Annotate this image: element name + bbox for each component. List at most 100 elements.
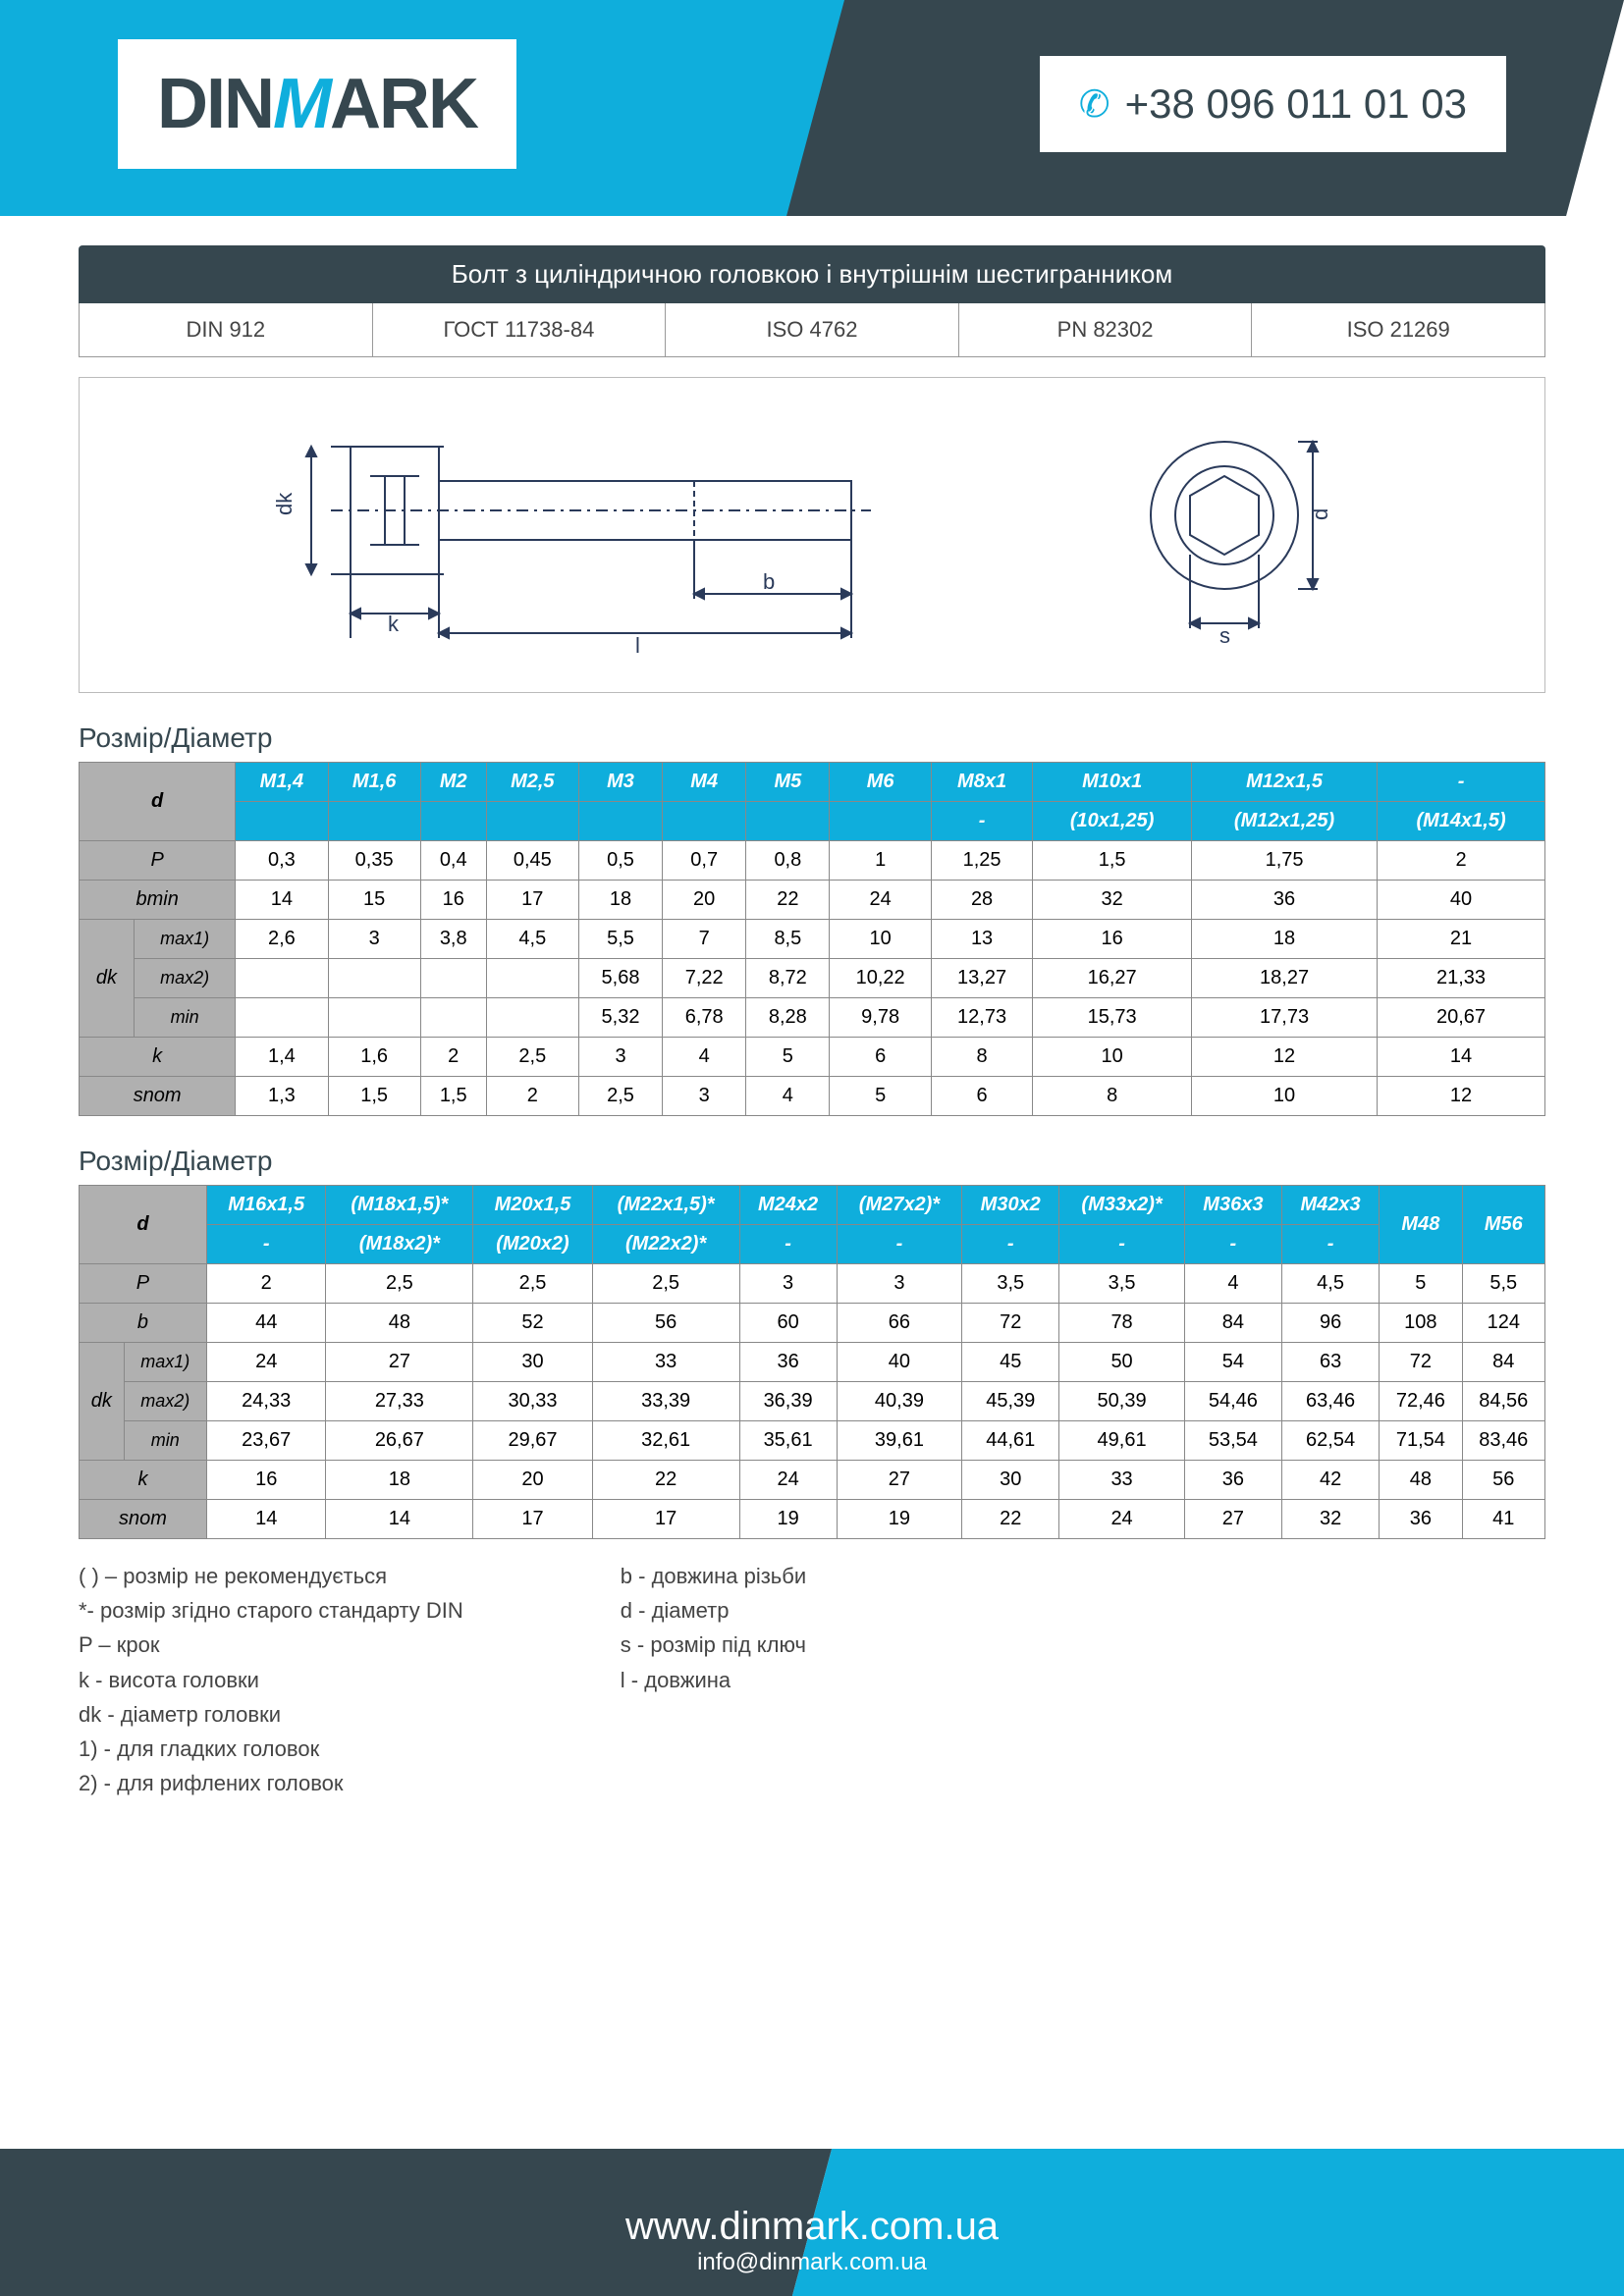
data-cell: 5,5 <box>578 920 662 959</box>
data-cell: 1 <box>830 841 931 881</box>
legend-line: k - висота головки <box>79 1663 463 1697</box>
data-cell: 66 <box>837 1304 961 1343</box>
data-cell: 19 <box>739 1500 837 1539</box>
data-cell: 8 <box>931 1038 1032 1077</box>
data-cell: 42 <box>1281 1461 1379 1500</box>
size-header: M10x1 <box>1033 763 1192 802</box>
data-cell: 52 <box>473 1304 593 1343</box>
data-cell <box>420 998 486 1038</box>
data-cell: 53,54 <box>1184 1421 1281 1461</box>
data-cell: 26,67 <box>326 1421 473 1461</box>
data-cell: 9,78 <box>830 998 931 1038</box>
data-cell: 7,22 <box>663 959 746 998</box>
header-inner: DINMARK ✆ +38 096 011 01 03 <box>0 0 1624 208</box>
size-header-alt: - <box>1281 1225 1379 1264</box>
data-cell: 18 <box>1192 920 1378 959</box>
size-header-alt <box>420 802 486 841</box>
standards-row: DIN 912 ГОСТ 11738-84 ISO 4762 PN 82302 … <box>79 303 1545 357</box>
data-cell: 2,5 <box>592 1264 739 1304</box>
data-cell: 2,5 <box>486 1038 578 1077</box>
size-header-alt <box>663 802 746 841</box>
legend-line: d - діаметр <box>621 1593 806 1628</box>
size-header: M1,6 <box>328 763 420 802</box>
col-d: d <box>80 1186 207 1264</box>
data-cell: 5,68 <box>578 959 662 998</box>
phone-icon: ✆ <box>1079 82 1110 127</box>
data-cell: 45,39 <box>962 1382 1059 1421</box>
data-cell: 1,75 <box>1192 841 1378 881</box>
data-cell: 2 <box>1378 841 1545 881</box>
label-k: k <box>388 612 400 636</box>
data-cell: 5,5 <box>1462 1264 1544 1304</box>
data-cell: 39,61 <box>837 1421 961 1461</box>
data-cell: 2,5 <box>326 1264 473 1304</box>
data-cell: 20,67 <box>1378 998 1545 1038</box>
data-cell: 14 <box>206 1500 326 1539</box>
data-cell: 54 <box>1184 1343 1281 1382</box>
size-header: M2 <box>420 763 486 802</box>
size-header: M12x1,5 <box>1192 763 1378 802</box>
data-cell: 13,27 <box>931 959 1032 998</box>
data-cell: 36 <box>1192 881 1378 920</box>
data-cell: 78 <box>1059 1304 1184 1343</box>
legend-right: b - довжина різьбиd - діаметрs - розмір … <box>621 1559 806 1800</box>
size-header-alt: (M20x2) <box>473 1225 593 1264</box>
footer-email: info@dinmark.com.ua <box>625 2249 999 2276</box>
data-cell: 30 <box>962 1461 1059 1500</box>
label-s: s <box>1219 623 1230 648</box>
data-cell: 48 <box>1380 1461 1462 1500</box>
data-cell: 3,5 <box>962 1264 1059 1304</box>
data-cell: 1,5 <box>1033 841 1192 881</box>
size-header: (M27x2)* <box>837 1186 961 1225</box>
data-cell: 29,67 <box>473 1421 593 1461</box>
legend-line: *- розмір згідно старого стандарту DIN <box>79 1593 463 1628</box>
data-cell: 71,54 <box>1380 1421 1462 1461</box>
size-header-alt <box>578 802 662 841</box>
data-cell: 19 <box>837 1500 961 1539</box>
footer-url: www.dinmark.com.ua <box>625 2205 999 2249</box>
size-header: M3 <box>578 763 662 802</box>
data-cell <box>236 998 328 1038</box>
data-cell: 10 <box>830 920 931 959</box>
data-cell: 108 <box>1380 1304 1462 1343</box>
data-cell: 12 <box>1378 1077 1545 1116</box>
data-cell: 44 <box>206 1304 326 1343</box>
data-cell: 1,6 <box>328 1038 420 1077</box>
data-cell: 2 <box>486 1077 578 1116</box>
data-cell: 36 <box>1184 1461 1281 1500</box>
legend-line: s - розмір під ключ <box>621 1628 806 1662</box>
logo-plate: DINMARK <box>118 39 516 169</box>
data-cell: 84 <box>1184 1304 1281 1343</box>
size-header-alt <box>236 802 328 841</box>
data-cell: 2,6 <box>236 920 328 959</box>
data-cell: 17,73 <box>1192 998 1378 1038</box>
data-cell: 4 <box>1184 1264 1281 1304</box>
data-cell: 18 <box>326 1461 473 1500</box>
row-label: dk <box>80 1343 125 1461</box>
data-cell: 1,25 <box>931 841 1032 881</box>
data-cell: 10 <box>1192 1077 1378 1116</box>
data-cell: 8 <box>1033 1077 1192 1116</box>
data-cell: 33 <box>592 1343 739 1382</box>
data-cell: 22 <box>962 1500 1059 1539</box>
data-cell: 50 <box>1059 1343 1184 1382</box>
data-cell: 27 <box>326 1343 473 1382</box>
data-cell: 3 <box>578 1038 662 1077</box>
data-cell: 62,54 <box>1281 1421 1379 1461</box>
size-header-alt <box>486 802 578 841</box>
size-header: (M22x1,5)* <box>592 1186 739 1225</box>
size-header-alt: (M14x1,5) <box>1378 802 1545 841</box>
size-header-alt: (M22x2)* <box>592 1225 739 1264</box>
data-cell: 50,39 <box>1059 1382 1184 1421</box>
data-cell: 63,46 <box>1281 1382 1379 1421</box>
size-header-alt: - <box>962 1225 1059 1264</box>
data-cell: 16 <box>420 881 486 920</box>
footer-text: www.dinmark.com.ua info@dinmark.com.ua <box>625 2205 999 2276</box>
data-cell: 124 <box>1462 1304 1544 1343</box>
legend-line: dk - діаметр головки <box>79 1697 463 1732</box>
data-cell: 84 <box>1462 1343 1544 1382</box>
data-cell: 56 <box>592 1304 739 1343</box>
size-header-alt: (10x1,25) <box>1033 802 1192 841</box>
label-l: l <box>635 633 640 658</box>
data-cell: 0,5 <box>578 841 662 881</box>
